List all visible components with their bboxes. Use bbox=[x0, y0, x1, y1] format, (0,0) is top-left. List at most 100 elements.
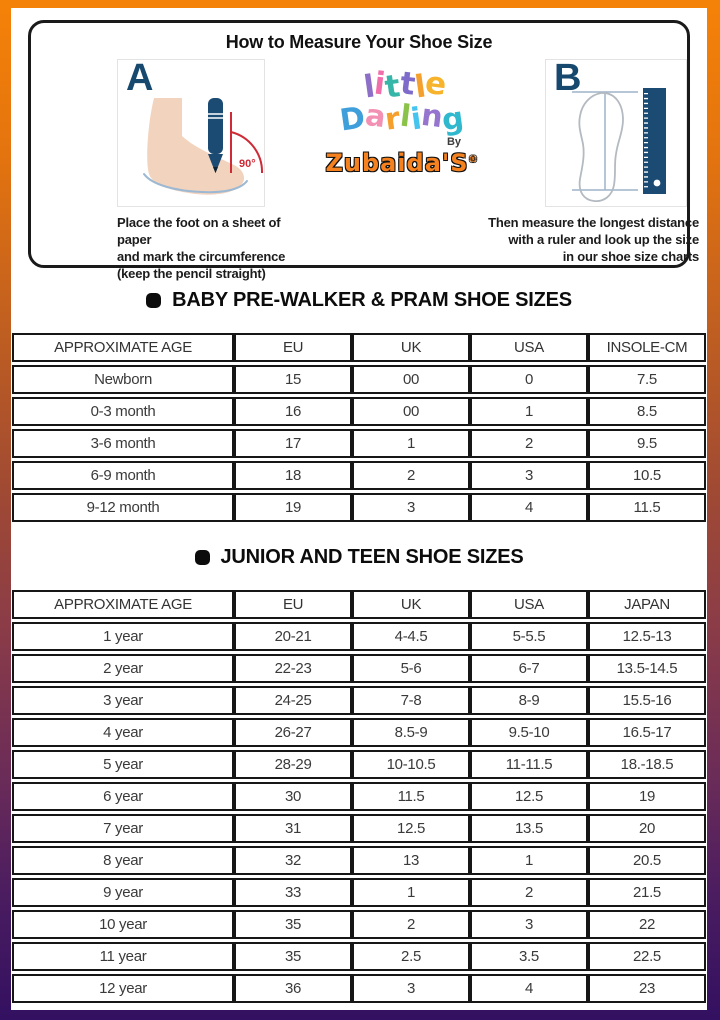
table-cell: 12.5-13 bbox=[587, 622, 706, 651]
table-cell: 8-9 bbox=[470, 686, 588, 715]
table-cell: 11.5 bbox=[587, 493, 706, 522]
table-cell: 11.5 bbox=[352, 782, 471, 811]
section-baby-sizes: BABY PRE-WALKER & PRAM SHOE SIZES APPROX… bbox=[11, 286, 707, 525]
table-cell: 10-10.5 bbox=[352, 750, 471, 779]
column-header: APPROXIMATE AGE bbox=[12, 333, 235, 362]
table-cell: 35 bbox=[234, 910, 353, 939]
registered-mark: ® bbox=[468, 155, 479, 165]
table-cell: 0 bbox=[470, 365, 588, 394]
table-cell: 18.-18.5 bbox=[587, 750, 706, 779]
table-row: Newborn 15 00 0 7.5 bbox=[12, 365, 706, 394]
table-cell: 4 year bbox=[12, 718, 235, 747]
table-cell: 6 year bbox=[12, 782, 235, 811]
table-cell: 3 year bbox=[12, 686, 235, 715]
step-b: B Then measure the longest distance with… bbox=[488, 57, 699, 283]
table-cell: 33 bbox=[234, 878, 353, 907]
table-cell: 4 bbox=[470, 493, 588, 522]
table-cell: 3 bbox=[470, 461, 588, 490]
table-cell: 15 bbox=[234, 365, 353, 394]
table-row: 3 year 24-25 7-8 8-9 15.5-16 bbox=[12, 686, 706, 715]
table-cell: 20-21 bbox=[234, 622, 353, 651]
table-cell: 11-11.5 bbox=[470, 750, 588, 779]
table-cell: 9.5 bbox=[587, 429, 706, 458]
table-cell: 2.5 bbox=[352, 942, 471, 971]
table-cell: 12 year bbox=[12, 974, 235, 1003]
table-cell: 35 bbox=[234, 942, 353, 971]
table-cell: 1 bbox=[352, 878, 471, 907]
table-cell: 22.5 bbox=[587, 942, 706, 971]
column-header: EU bbox=[234, 333, 353, 362]
table-cell: 10.5 bbox=[587, 461, 706, 490]
section-baby-title-text: BABY PRE-WALKER & PRAM SHOE SIZES bbox=[172, 288, 572, 311]
step-b-label: B bbox=[554, 57, 582, 99]
section-junior-title-text: JUNIOR AND TEEN SHOE SIZES bbox=[220, 545, 524, 568]
step-a: A 90° bbox=[117, 57, 313, 283]
table-cell: 12.5 bbox=[352, 814, 471, 843]
table-cell: 17 bbox=[234, 429, 353, 458]
logo-letter: e bbox=[423, 64, 449, 104]
column-header: USA bbox=[470, 590, 588, 619]
table-cell: 7-8 bbox=[352, 686, 471, 715]
table-row: 4 year 26-27 8.5-9 9.5-10 16.5-17 bbox=[12, 718, 706, 747]
foot-ruler-illustration bbox=[572, 88, 666, 202]
table-cell: 32 bbox=[234, 846, 353, 875]
table-cell: 24-25 bbox=[234, 686, 353, 715]
section-baby-title: BABY PRE-WALKER & PRAM SHOE SIZES bbox=[11, 286, 707, 314]
table-cell: 1 year bbox=[12, 622, 235, 651]
brand-name-text: Zubaida'S bbox=[325, 149, 469, 177]
table-cell: 4 bbox=[470, 974, 588, 1003]
logo-brand-name: Zubaida'S® bbox=[313, 149, 491, 177]
table-cell: 10 year bbox=[12, 910, 235, 939]
table-row: 8 year 32 13 1 20.5 bbox=[12, 846, 706, 875]
step-a-caption: Place the foot on a sheet of paper and m… bbox=[117, 215, 286, 282]
table-cell: 8 year bbox=[12, 846, 235, 875]
table-cell: 2 bbox=[470, 429, 588, 458]
table-cell: 16 bbox=[234, 397, 353, 426]
table-cell: 6-9 month bbox=[12, 461, 235, 490]
column-header: JAPAN bbox=[587, 590, 706, 619]
table-cell: 16.5-17 bbox=[587, 718, 706, 747]
table-cell: 21.5 bbox=[587, 878, 706, 907]
table-cell: 5-5.5 bbox=[470, 622, 588, 651]
table-row: 2 year 22-23 5-6 6-7 13.5-14.5 bbox=[12, 654, 706, 683]
step-b-box: B bbox=[545, 57, 687, 207]
table-cell: 3 bbox=[470, 910, 588, 939]
table-cell: 26-27 bbox=[234, 718, 353, 747]
table-cell: 36 bbox=[234, 974, 353, 1003]
table-cell: 5 year bbox=[12, 750, 235, 779]
table-cell: Newborn bbox=[12, 365, 235, 394]
table-cell: 12.5 bbox=[470, 782, 588, 811]
table-cell: 2 year bbox=[12, 654, 235, 683]
table-row: 12 year 36 3 4 23 bbox=[12, 974, 706, 1003]
table-cell: 3 bbox=[352, 974, 471, 1003]
table-cell: 3 bbox=[352, 493, 471, 522]
table-cell: 2 bbox=[352, 461, 471, 490]
table-cell: 2 bbox=[470, 878, 588, 907]
table-row: 11 year 35 2.5 3.5 22.5 bbox=[12, 942, 706, 971]
bullet-icon bbox=[146, 292, 162, 308]
table-cell: 13.5 bbox=[470, 814, 588, 843]
section-junior-title: JUNIOR AND TEEN SHOE SIZES bbox=[11, 543, 707, 571]
table-row: 3-6 month 17 1 2 9.5 bbox=[12, 429, 706, 458]
table-cell: 23 bbox=[587, 974, 706, 1003]
table-cell: 18 bbox=[234, 461, 353, 490]
table-cell: 30 bbox=[234, 782, 353, 811]
table-cell: 7.5 bbox=[587, 365, 706, 394]
table-cell: 7 year bbox=[12, 814, 235, 843]
table-cell: 00 bbox=[352, 397, 471, 426]
table-cell: 1 bbox=[352, 429, 471, 458]
table-cell: 31 bbox=[234, 814, 353, 843]
table-cell: 8.5-9 bbox=[352, 718, 471, 747]
table-cell: 0-3 month bbox=[12, 397, 235, 426]
step-a-box: A 90° bbox=[117, 57, 265, 207]
foot-pencil-illustration: 90° bbox=[143, 98, 264, 195]
table-cell: 22-23 bbox=[234, 654, 353, 683]
column-header: USA bbox=[470, 333, 588, 362]
card-title: How to Measure Your Shoe Size bbox=[225, 32, 493, 52]
table-cell: 28-29 bbox=[234, 750, 353, 779]
table-cell: 9-12 month bbox=[12, 493, 235, 522]
column-header: UK bbox=[352, 590, 471, 619]
step-b-caption: Then measure the longest distance with a… bbox=[488, 215, 699, 265]
junior-sizes-table: APPROXIMATE AGE EU UK USA JAPAN 1 year 20-21 4-… bbox=[12, 587, 706, 1006]
